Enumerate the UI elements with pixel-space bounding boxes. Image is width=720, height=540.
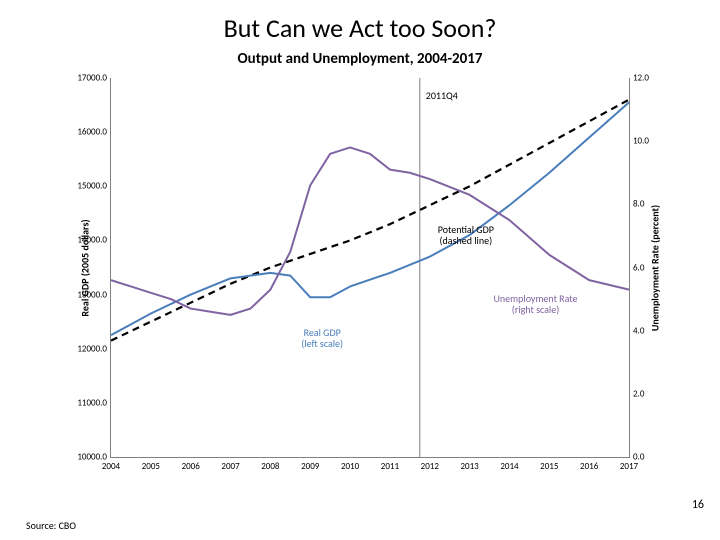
x-tick: 2013 (460, 457, 478, 472)
x-tick: 2007 (221, 457, 239, 472)
y-left-tick: 14000.0 (77, 235, 111, 246)
y-right-tick: 4.0 (629, 325, 644, 336)
y-right-axis-label: Unemployment Rate (percent) (649, 204, 662, 330)
x-tick: 2016 (580, 457, 598, 472)
annot-vline-label: 2011Q4 (426, 90, 458, 101)
chart-title: Output and Unemployment, 2004-2017 (0, 50, 720, 68)
y-right-tick: 8.0 (629, 199, 644, 210)
x-tick: 2008 (261, 457, 279, 472)
y-left-axis-label: Real GDP (2005 dollars) (79, 219, 92, 316)
source-text: Source: CBO (26, 519, 76, 532)
annot-potential-gdp: Potential GDP(dashed line) (438, 224, 494, 246)
y-left-tick: 16000.0 (77, 127, 111, 138)
x-tick: 2012 (421, 457, 439, 472)
y-right-tick: 12.0 (629, 73, 649, 84)
x-tick: 2010 (341, 457, 359, 472)
chart: Real GDP (2005 dollars) Unemployment Rat… (60, 78, 680, 488)
y-left-tick: 15000.0 (77, 181, 111, 192)
y-right-tick: 6.0 (629, 262, 644, 273)
x-tick: 2011 (381, 457, 399, 472)
y-right-tick: 2.0 (629, 388, 644, 399)
page-number: 16 (692, 498, 704, 512)
annot-real-gdp: Real GDP(left scale) (301, 327, 343, 349)
y-left-tick: 17000.0 (77, 73, 111, 84)
chart-lines (111, 78, 629, 457)
x-tick: 2014 (500, 457, 518, 472)
x-tick: 2006 (182, 457, 200, 472)
x-tick: 2009 (301, 457, 319, 472)
x-tick: 2005 (142, 457, 160, 472)
plot-area: Real GDP (2005 dollars) Unemployment Rat… (110, 78, 630, 458)
y-left-tick: 11000.0 (77, 397, 111, 408)
x-tick: 2017 (620, 457, 638, 472)
x-tick: 2015 (540, 457, 558, 472)
y-left-tick: 13000.0 (77, 289, 111, 300)
x-tick: 2004 (102, 457, 120, 472)
annot-unemployment: Unemployment Rate(right scale) (494, 293, 578, 315)
y-right-tick: 10.0 (629, 136, 649, 147)
y-left-tick: 12000.0 (77, 343, 111, 354)
slide-title: But Can we Act too Soon? (0, 12, 720, 44)
